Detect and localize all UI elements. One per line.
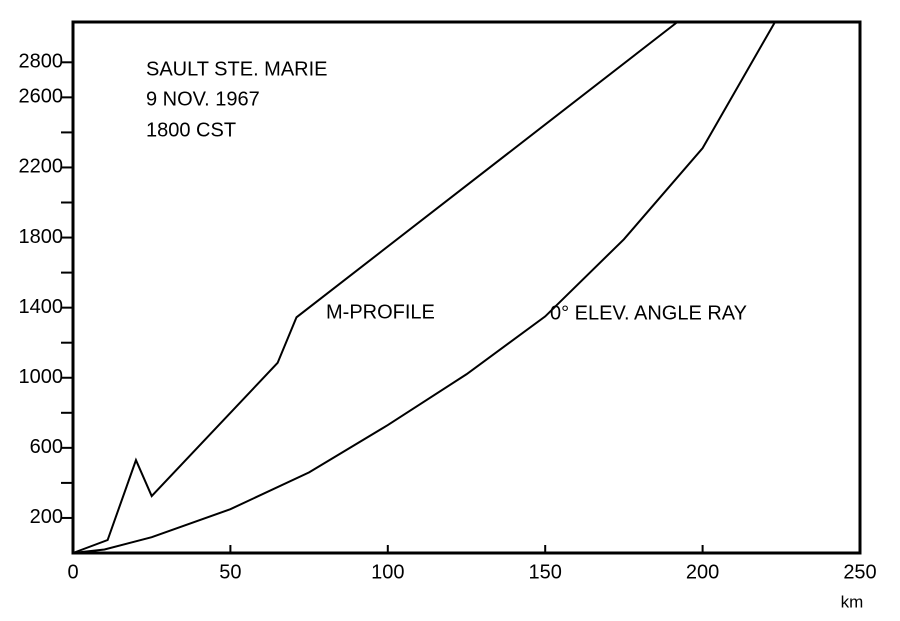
y-tick-label: 2600 [19, 86, 64, 108]
x-tick-label: 150 [529, 561, 562, 583]
y-tick-label: 600 [30, 436, 63, 458]
y-tick-label: 1000 [19, 366, 64, 388]
annotation: SAULT STE. MARIE [146, 58, 328, 80]
data-line [72, 21, 776, 554]
data-line [72, 21, 679, 554]
y-tick-label: 2800 [19, 51, 64, 73]
x-tick-label: 0 [67, 561, 78, 583]
y-tick-label: 2200 [19, 156, 64, 178]
y-tick-label: 200 [30, 506, 63, 528]
x-tick-label: 250 [843, 561, 876, 583]
annotation: 1800 CST [146, 119, 236, 141]
y-tick-label: 1800 [19, 226, 64, 248]
annotation: 9 NOV. 1967 [146, 88, 260, 110]
x-tick-label: 200 [686, 561, 719, 583]
x-tick-label: 100 [371, 561, 404, 583]
y-tick-label: 1400 [19, 296, 64, 318]
x-axis-label: km [841, 592, 864, 611]
series-label: 0° ELEV. ANGLE RAY [550, 302, 747, 324]
x-tick-label: 50 [219, 561, 241, 583]
plot-frame [71, 20, 862, 555]
series-label: M-PROFILE [326, 301, 435, 323]
